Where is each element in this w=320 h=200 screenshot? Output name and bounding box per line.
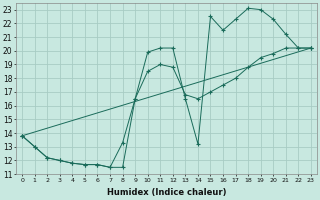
X-axis label: Humidex (Indice chaleur): Humidex (Indice chaleur) [107, 188, 226, 197]
